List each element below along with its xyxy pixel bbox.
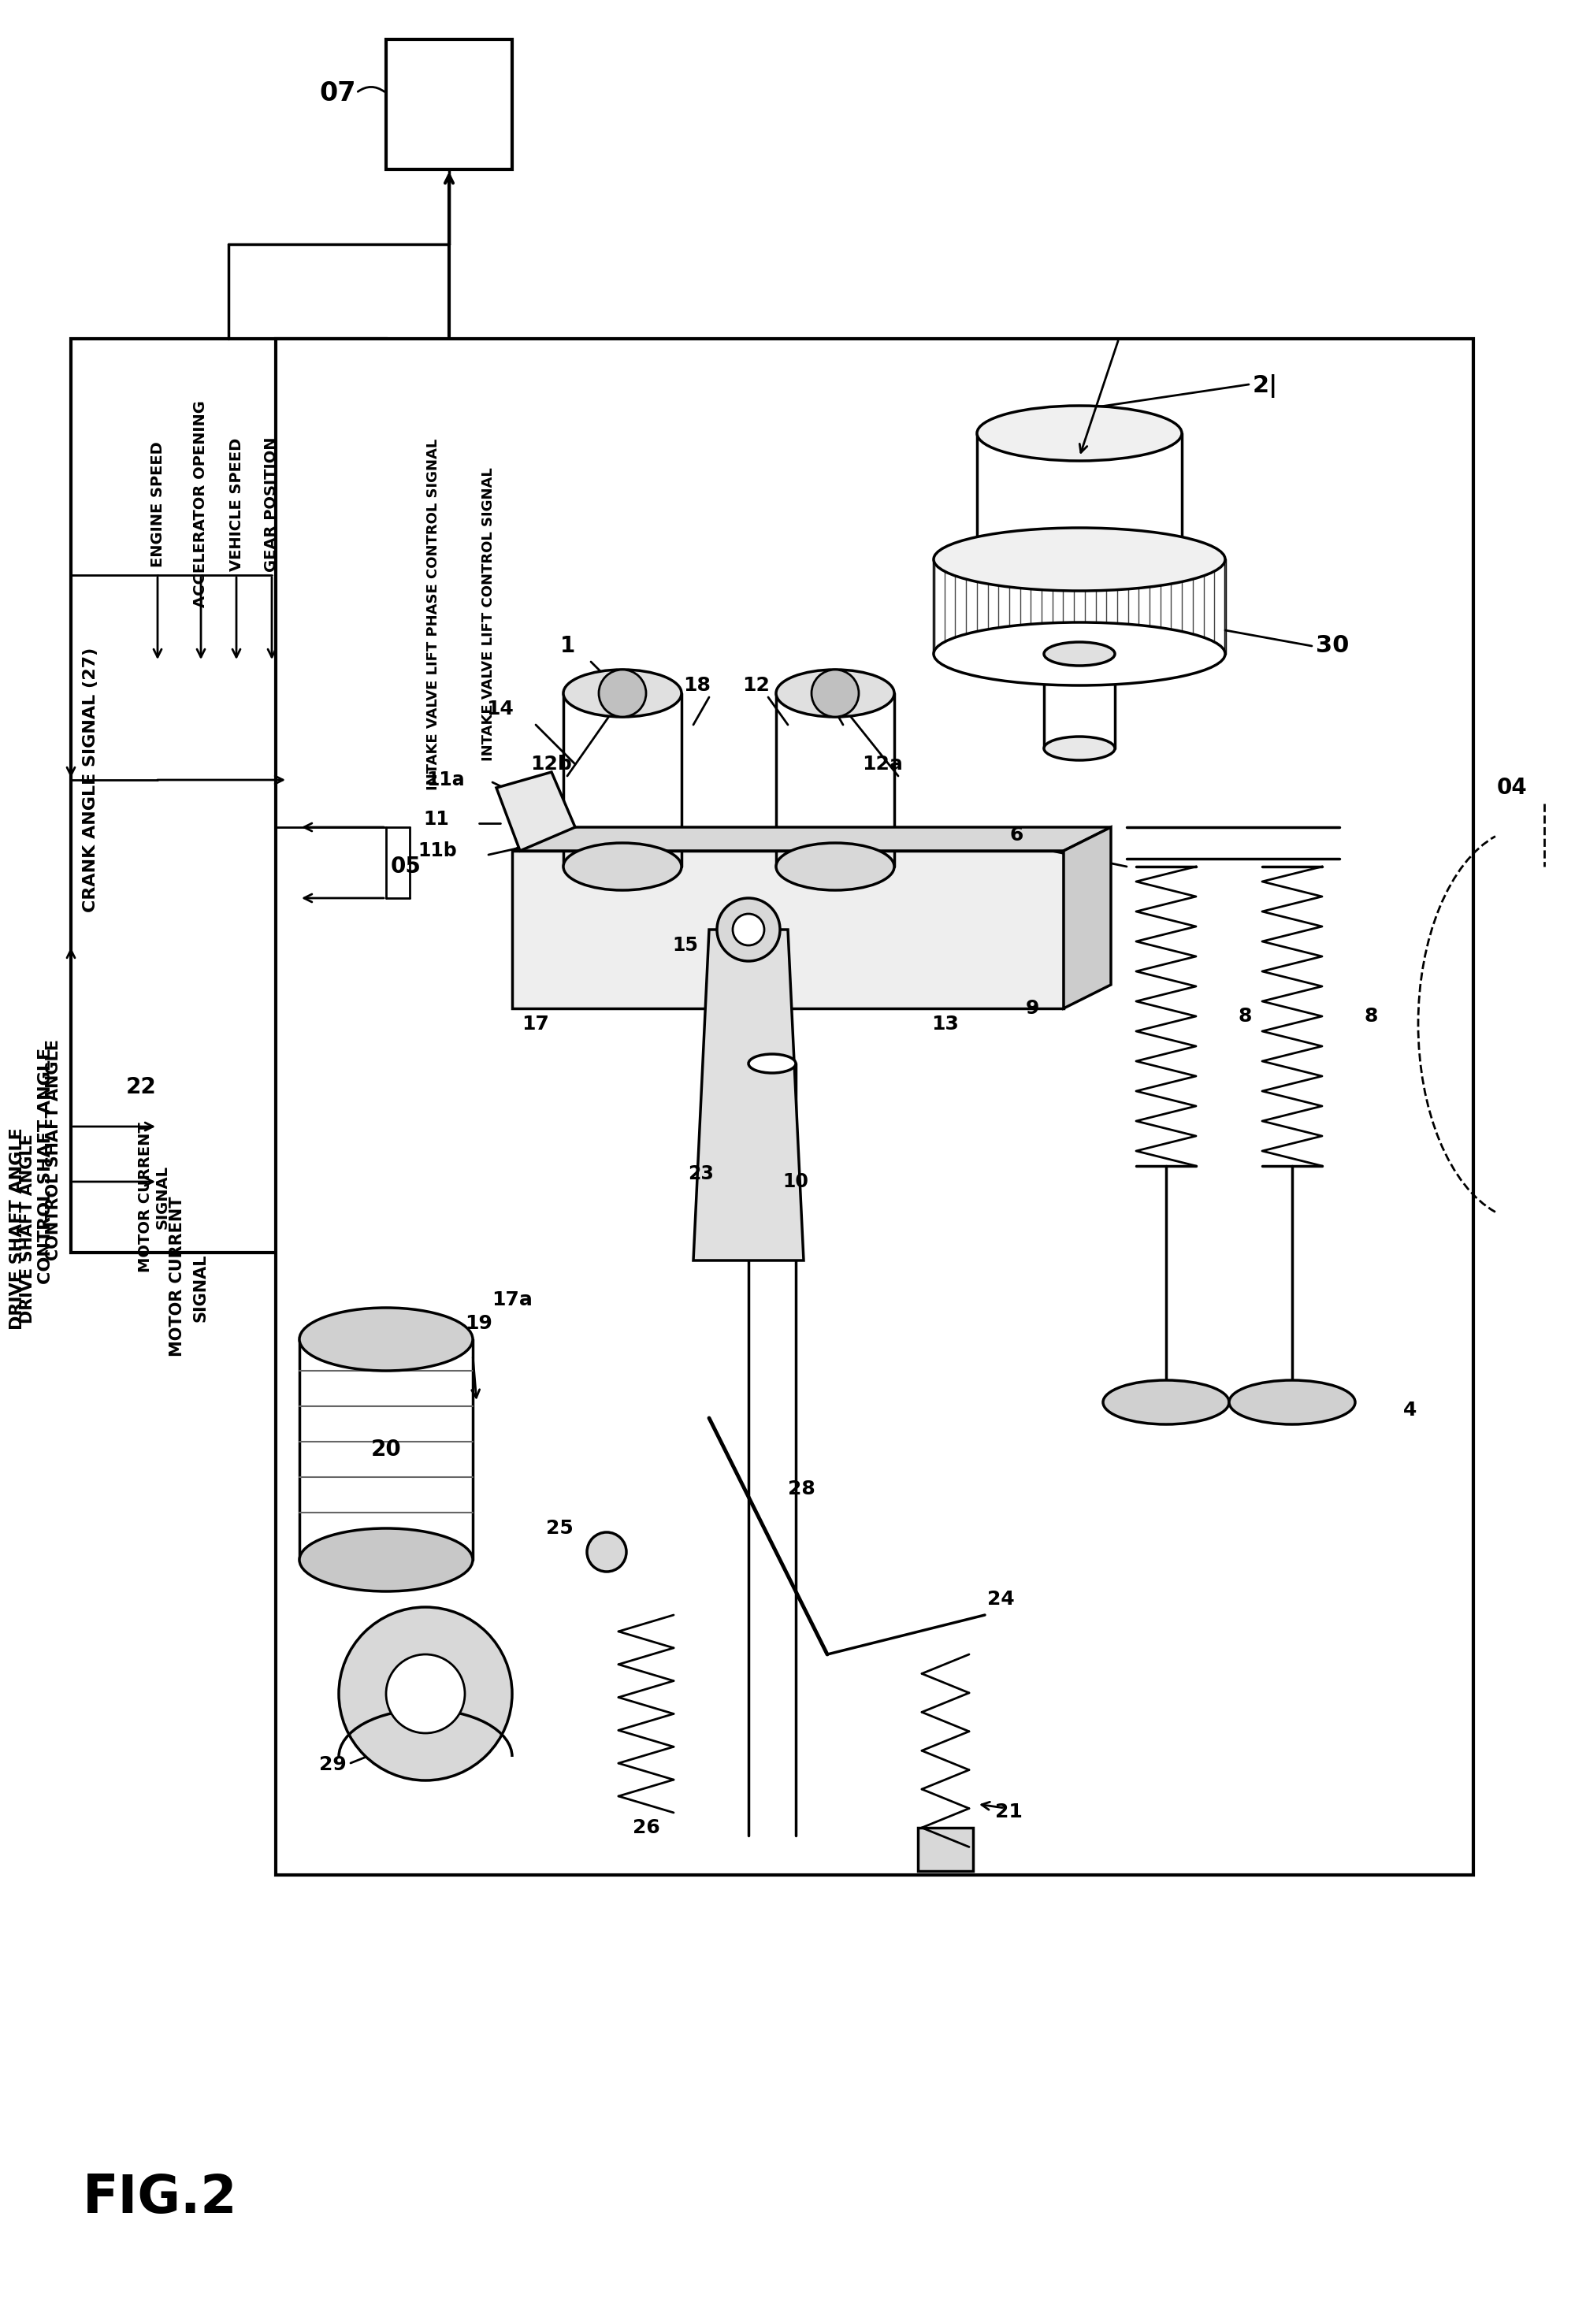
Text: 11b: 11b <box>417 841 457 860</box>
Text: MOTOR CURRENT: MOTOR CURRENT <box>170 1197 186 1357</box>
Text: 07: 07 <box>319 79 357 107</box>
Text: SIGNAL: SIGNAL <box>193 1255 209 1322</box>
Ellipse shape <box>1102 1380 1229 1425</box>
Circle shape <box>812 669 858 716</box>
Circle shape <box>600 669 646 716</box>
Polygon shape <box>496 772 576 851</box>
Text: FIG.2: FIG.2 <box>82 2173 238 2224</box>
Text: 21: 21 <box>994 1803 1023 1822</box>
Text: 18: 18 <box>684 676 711 695</box>
Text: 4: 4 <box>1404 1401 1418 1420</box>
Text: 28: 28 <box>788 1480 815 1499</box>
Text: GEAR POSITION: GEAR POSITION <box>265 437 279 572</box>
Ellipse shape <box>300 1308 473 1371</box>
Bar <box>385 40 512 170</box>
Ellipse shape <box>749 1055 796 1074</box>
Text: 8: 8 <box>1239 1006 1251 1025</box>
Text: 19: 19 <box>465 1313 492 1334</box>
FancyArrowPatch shape <box>358 86 384 91</box>
Text: 12: 12 <box>742 676 771 695</box>
Text: 12b: 12b <box>531 755 573 774</box>
Text: 20: 20 <box>371 1439 401 1459</box>
Text: 2|: 2| <box>1253 374 1278 397</box>
Ellipse shape <box>977 407 1182 460</box>
Text: CONTROL SHAFT ANGLE: CONTROL SHAFT ANGLE <box>46 1039 62 1262</box>
Text: 8: 8 <box>1364 1006 1378 1025</box>
Text: 12a: 12a <box>861 755 902 774</box>
Text: 4: 4 <box>1277 1401 1291 1420</box>
Text: 14: 14 <box>487 700 514 718</box>
Text: 23: 23 <box>688 1164 714 1183</box>
Bar <box>276 339 1473 1875</box>
Ellipse shape <box>776 844 895 890</box>
Ellipse shape <box>934 528 1224 590</box>
Text: 26: 26 <box>633 1817 660 1838</box>
Text: 11: 11 <box>423 809 449 830</box>
Text: VEHICLE SPEED: VEHICLE SPEED <box>228 437 244 572</box>
Circle shape <box>385 1655 465 1734</box>
Circle shape <box>587 1532 626 1571</box>
Bar <box>918 1827 974 1871</box>
Text: 6: 6 <box>1010 825 1023 844</box>
Text: 24: 24 <box>986 1590 1015 1608</box>
Bar <box>284 339 385 1253</box>
Polygon shape <box>693 930 804 1260</box>
Ellipse shape <box>977 532 1182 588</box>
Text: 10: 10 <box>783 1171 809 1192</box>
Ellipse shape <box>300 1529 473 1592</box>
Text: MOTOR CURRENT
SIGNAL: MOTOR CURRENT SIGNAL <box>138 1122 170 1274</box>
Polygon shape <box>1064 827 1110 1009</box>
Text: 1: 1 <box>560 634 574 658</box>
Text: CRANK ANGLE SIGNAL (27): CRANK ANGLE SIGNAL (27) <box>82 648 98 913</box>
Ellipse shape <box>1044 641 1115 665</box>
Text: ACCELERATOR OPENING: ACCELERATOR OPENING <box>193 400 208 609</box>
Ellipse shape <box>563 844 682 890</box>
Circle shape <box>717 897 780 962</box>
Text: 17: 17 <box>522 1016 549 1034</box>
Text: 15: 15 <box>672 937 698 955</box>
Ellipse shape <box>776 669 895 716</box>
Text: DRIVE SHAFT ANGLE: DRIVE SHAFT ANGLE <box>10 1127 25 1329</box>
Text: 04: 04 <box>1497 776 1527 799</box>
Circle shape <box>733 913 764 946</box>
Bar <box>512 851 1064 1009</box>
Text: 25: 25 <box>546 1520 573 1538</box>
Text: INTAKE VALVE LIFT PHASE CONTROL SIGNAL: INTAKE VALVE LIFT PHASE CONTROL SIGNAL <box>427 439 441 790</box>
Text: 30: 30 <box>1316 634 1350 658</box>
Text: INTAKE VALVE LIFT CONTROL SIGNAL: INTAKE VALVE LIFT CONTROL SIGNAL <box>482 467 495 762</box>
Text: CONTROL SHAFT ANGLE: CONTROL SHAFT ANGLE <box>38 1048 54 1285</box>
Text: 17a: 17a <box>492 1290 533 1308</box>
Text: 11a: 11a <box>427 772 465 790</box>
Ellipse shape <box>1044 737 1115 760</box>
Text: DRIVE SHAFT ANGLE: DRIVE SHAFT ANGLE <box>19 1134 35 1325</box>
Ellipse shape <box>934 623 1224 686</box>
Text: 22: 22 <box>125 1076 157 1099</box>
Ellipse shape <box>563 669 682 716</box>
Text: 9: 9 <box>1025 999 1039 1018</box>
Text: 7: 7 <box>812 676 826 695</box>
Text: 13: 13 <box>931 1016 960 1034</box>
Text: 29: 29 <box>319 1755 347 1773</box>
Polygon shape <box>512 827 1110 851</box>
Ellipse shape <box>1229 1380 1354 1425</box>
Circle shape <box>339 1608 512 1780</box>
Text: ENGINE SPEED: ENGINE SPEED <box>151 442 165 567</box>
Text: 05: 05 <box>390 855 420 878</box>
Bar <box>71 339 385 1253</box>
